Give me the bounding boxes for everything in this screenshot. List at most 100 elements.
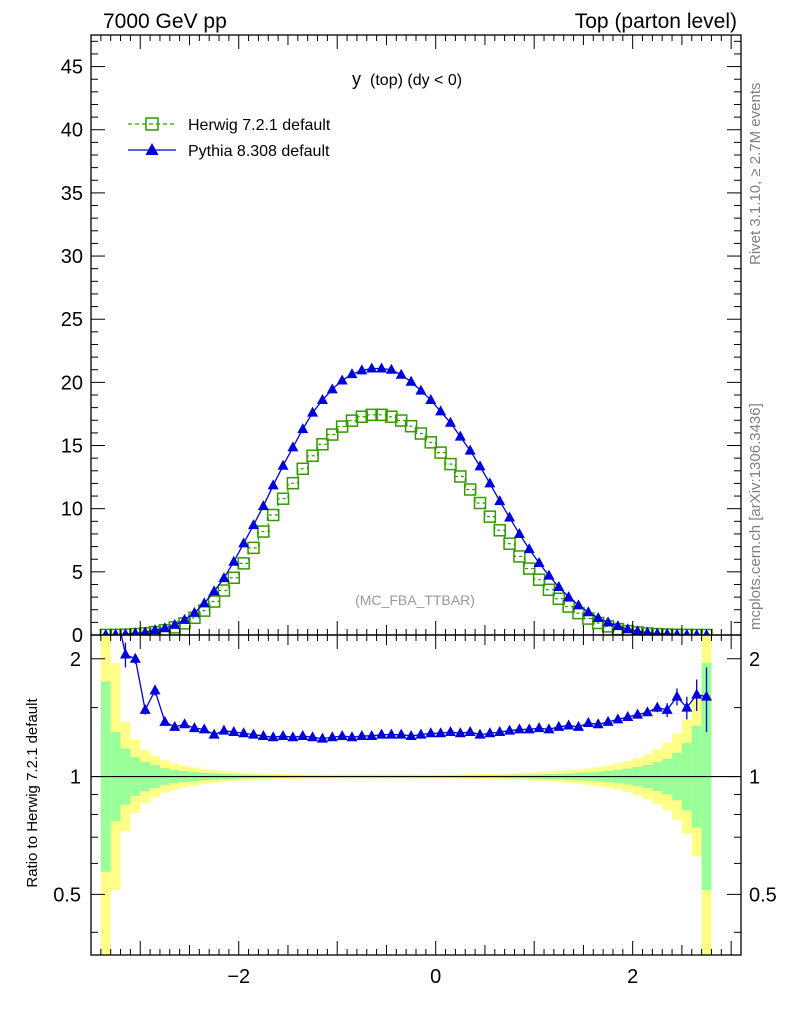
main-pythia-point-42 <box>513 527 525 538</box>
ratio-pythia-point-12 <box>218 724 230 735</box>
ratio-pythia-point-28 <box>376 728 388 739</box>
main-herwig-point-15 <box>247 541 260 555</box>
ratio-pythia-point-21 <box>307 731 319 742</box>
main-herwig-point-14 <box>237 557 250 570</box>
main-herwig-point-18 <box>276 492 290 505</box>
main-pythia-point-24 <box>336 374 348 385</box>
main-pythia-point-33 <box>425 394 437 405</box>
ratio-pythia-point-59 <box>681 701 693 712</box>
main-pythia-point-18 <box>277 459 289 470</box>
ratio-pythia-point-39 <box>484 727 496 738</box>
main-pythia-point-46 <box>553 581 565 591</box>
mcplots-info-label: mcplots.cern.ch [arXiv:1306.3436] <box>747 403 764 630</box>
main-pythia-point-47 <box>563 591 575 602</box>
main-pythia-point-29 <box>385 363 397 374</box>
main-pythia-point-30 <box>395 368 407 379</box>
ratio-pythia-point-3 <box>129 652 141 663</box>
main-herwig-point-21 <box>306 449 319 463</box>
main-pythia-point-40 <box>494 495 506 506</box>
main-pythia-point-38 <box>474 460 486 471</box>
main-pythia-point-61 <box>703 628 710 635</box>
ratio-pythia-point-26 <box>356 729 368 740</box>
main-pythia-point-19 <box>287 441 299 452</box>
ratio-x-tick-label: 0 <box>430 966 441 988</box>
ratio-pythia-point-53 <box>622 710 634 721</box>
main-pythia-point-50 <box>592 611 604 622</box>
main-pythia-point-31 <box>405 375 417 386</box>
main-herwig-point-22 <box>316 438 329 451</box>
main-y-tick-label: 30 <box>61 246 83 268</box>
main-pythia-point-39 <box>484 477 496 488</box>
ratio-pythia-point-32 <box>415 728 427 739</box>
ratio-pythia-point-4 <box>139 703 151 714</box>
main-herwig-point-23 <box>326 428 339 441</box>
main-herwig-point-32 <box>414 427 428 440</box>
ratio-pythia-point-13 <box>228 725 240 736</box>
ratio-y-tick-label-right: 0.5 <box>749 884 777 906</box>
main-herwig-point-16 <box>257 525 270 538</box>
main-herwig-point-38 <box>473 496 487 510</box>
ratio-pythia-point-49 <box>582 717 594 728</box>
main-herwig-point-20 <box>296 462 309 476</box>
main-y-tick-label: 25 <box>61 309 83 331</box>
main-y-tick-label: 45 <box>61 57 83 79</box>
main-pythia-point-55 <box>642 626 653 635</box>
ratio-pythia-point-30 <box>395 728 407 739</box>
main-pythia-point-59 <box>683 628 691 635</box>
ratio-pythia-point-18 <box>277 729 289 740</box>
main-herwig-point-12 <box>217 584 231 597</box>
main-herwig-point-43 <box>523 562 536 575</box>
main-herwig-point-33 <box>424 436 438 449</box>
ratio-pythia-point-15 <box>248 728 259 739</box>
ratio-y-axis-label: Ratio to Herwig 7.2.1 default <box>24 698 41 888</box>
main-pythia-point-9 <box>188 606 200 617</box>
main-pythia-point-1 <box>112 628 120 635</box>
ratio-pythia-point-22 <box>316 732 328 743</box>
ratio-pythia-point-1 <box>110 602 121 612</box>
ratio-pythia-point-45 <box>543 723 555 734</box>
main-pythia-point-60 <box>693 628 701 635</box>
main-pythia-point-58 <box>673 628 681 635</box>
legend-pythia-marker <box>145 143 159 155</box>
ratio-pythia-point-37 <box>464 725 476 736</box>
main-pythia-point-0 <box>102 628 110 635</box>
ratio-pythia-point-42 <box>513 723 525 734</box>
ratio-pythia-point-29 <box>385 728 397 739</box>
plot-title-sub: (top) (dy < 0) <box>370 72 462 89</box>
plot-title-main: y <box>352 69 361 89</box>
main-pythia-point-28 <box>376 362 388 373</box>
ratio-pythia-point-11 <box>208 728 220 739</box>
ratio-pythia-point-36 <box>454 727 466 738</box>
main-y-tick-label: 10 <box>61 499 83 521</box>
main-pythia-point-26 <box>356 364 368 375</box>
ratio-pythia-point-5 <box>149 684 161 695</box>
legend-herwig-marker <box>145 117 159 131</box>
main-pythia-point-27 <box>366 362 378 373</box>
ratio-pythia-point-33 <box>425 727 437 738</box>
main-herwig-point-29 <box>385 410 398 423</box>
ratio-x-tick-label: 2 <box>627 966 638 988</box>
ratio-pythia-point-41 <box>504 724 516 735</box>
main-pythia-point-54 <box>632 625 643 635</box>
ratio-pythia-point-14 <box>238 727 250 738</box>
main-herwig-point-31 <box>404 419 418 433</box>
main-pythia-point-23 <box>326 383 338 394</box>
main-pythia-point-21 <box>307 406 319 417</box>
main-pythia-point-13 <box>228 555 240 566</box>
ratio-y-tick-label-right: 2 <box>749 649 760 671</box>
main-herwig-point-34 <box>434 446 447 459</box>
main-herwig-point-37 <box>463 483 477 496</box>
main-herwig-point-44 <box>532 573 546 586</box>
legend-pythia-label: Pythia 8.308 default <box>188 143 330 160</box>
ratio-x-tick-label: −2 <box>227 966 250 988</box>
main-herwig-point-28 <box>375 408 388 422</box>
header-energy-label: 7000 GeV pp <box>103 10 227 33</box>
main-pythia-point-44 <box>533 557 545 567</box>
ratio-y-tick-label-right: 1 <box>749 767 760 789</box>
main-herwig-point-27 <box>365 408 378 422</box>
main-herwig-point-13 <box>227 571 241 585</box>
ratio-pythia-point-35 <box>444 725 456 736</box>
legend-herwig-label: Herwig 7.2.1 default <box>188 117 331 134</box>
main-pythia-point-15 <box>248 519 259 530</box>
ratio-pythia-point-56 <box>651 701 663 712</box>
